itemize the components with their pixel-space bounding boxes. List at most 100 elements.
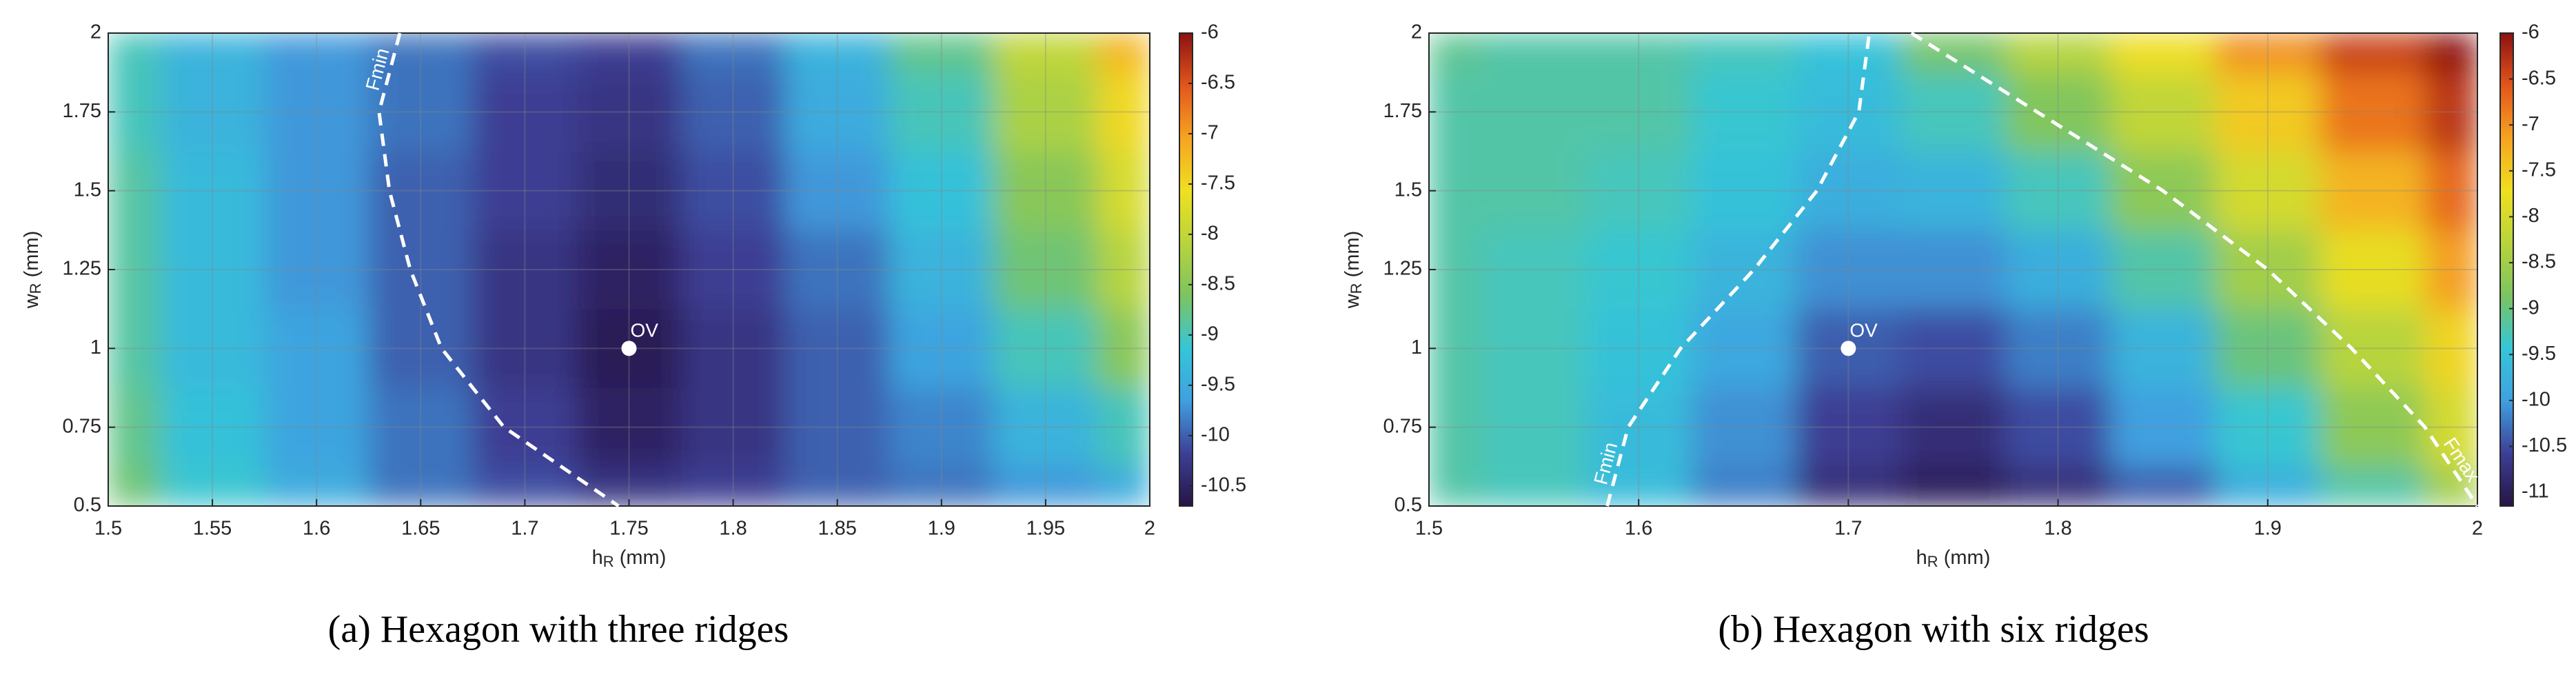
cell — [2320, 387, 2426, 467]
cell — [2005, 33, 2111, 73]
cell — [108, 151, 161, 231]
cell — [576, 33, 682, 73]
cell — [264, 151, 369, 231]
y-tick-label: 0.5 — [74, 494, 101, 516]
colorbar-tick-label: -10.5 — [1201, 474, 1246, 496]
y-tick-label: 1.75 — [1383, 100, 1422, 122]
cell — [108, 309, 161, 388]
cell — [368, 309, 474, 388]
cell — [1097, 230, 1150, 310]
cell — [472, 33, 578, 73]
cell — [1900, 387, 2007, 467]
y-tick-label: 0.5 — [1395, 494, 1422, 516]
point-label: OV — [631, 320, 659, 341]
cell — [1097, 466, 1150, 506]
cell — [1691, 72, 1796, 152]
cell — [472, 72, 578, 152]
cell — [472, 387, 578, 467]
cell — [368, 33, 474, 73]
x-axis-label-part: R — [603, 553, 614, 570]
cell — [1097, 33, 1150, 73]
colorbar-tick-label: -10 — [2522, 388, 2550, 410]
cell — [1691, 466, 1796, 506]
cell — [2424, 466, 2477, 506]
cell — [889, 33, 994, 73]
cell — [1481, 466, 1587, 506]
y-axis-label: wR (mm) — [21, 231, 45, 310]
y-tick-label: 1.75 — [63, 100, 101, 122]
cell — [576, 387, 682, 467]
cell — [2005, 151, 2111, 231]
cell — [1796, 151, 1901, 231]
cell — [1900, 151, 2007, 231]
x-tick-label: 1.65 — [401, 518, 440, 540]
cell — [108, 33, 161, 73]
y-axis-label-part: (mm) — [1341, 231, 1363, 283]
cell — [2110, 230, 2216, 310]
cell — [1900, 72, 2007, 152]
cell — [2110, 387, 2216, 467]
cell — [160, 72, 265, 152]
y-tick-label: 1 — [90, 336, 101, 358]
optimum-point — [1840, 341, 1856, 356]
cell — [2005, 230, 2111, 310]
cell — [264, 387, 369, 467]
cell — [264, 230, 369, 310]
cell — [160, 309, 265, 388]
cell — [2110, 33, 2216, 73]
cell — [1429, 151, 1482, 231]
cell — [2424, 72, 2477, 152]
cell — [472, 151, 578, 231]
cell — [1691, 387, 1796, 467]
cell — [108, 230, 161, 310]
cell — [2320, 466, 2426, 506]
cell — [1481, 72, 1587, 152]
cell — [1796, 387, 1901, 467]
colorbar-tick-label: -8 — [2522, 205, 2539, 227]
optimum-point — [621, 341, 637, 356]
cell — [264, 33, 369, 73]
cell — [2320, 72, 2426, 152]
cell — [889, 309, 994, 388]
cells — [1429, 33, 2477, 506]
y-axis-label-part: (mm) — [21, 231, 43, 283]
cell — [1481, 151, 1587, 231]
cell — [889, 151, 994, 231]
cell — [1691, 230, 1796, 310]
cell — [1691, 33, 1796, 73]
x-tick-label: 1.8 — [719, 518, 747, 540]
y-tick-label: 1.5 — [1395, 179, 1422, 201]
cell — [576, 151, 682, 231]
x-tick-label: 1.85 — [818, 518, 856, 540]
colorbar-tick-label: -8.5 — [1201, 273, 1235, 295]
colorbar-tick-label: -10 — [1201, 423, 1230, 445]
cell — [2215, 72, 2321, 152]
y-axis-label-part: w — [21, 293, 43, 309]
cell — [1429, 309, 1482, 388]
cell — [2424, 151, 2477, 231]
colorbar-tick-label: -7.5 — [1201, 172, 1235, 194]
cell — [889, 387, 994, 467]
cell — [1586, 151, 1692, 231]
x-tick-label: 1.7 — [511, 518, 538, 540]
caption: (a) Hexagon with three ridges — [328, 608, 789, 651]
colorbar — [2499, 32, 2514, 507]
cell — [1481, 387, 1587, 467]
cell — [2320, 151, 2426, 231]
y-axis-label-part: R — [1348, 283, 1365, 294]
y-tick-label: 1 — [1411, 336, 1422, 358]
cell — [2110, 72, 2216, 152]
cell — [1796, 230, 1901, 310]
colorbar-tick-label: -10.5 — [2522, 434, 2567, 456]
cell — [681, 230, 786, 310]
cell — [1097, 72, 1150, 152]
y-tick-label: 2 — [1411, 21, 1422, 43]
cell — [2320, 309, 2426, 388]
cell — [2215, 309, 2321, 388]
point-label: OV — [1849, 320, 1878, 341]
colorbar-tick-label: -7 — [2522, 113, 2539, 135]
cell — [785, 72, 890, 152]
cell — [2320, 33, 2426, 73]
cell — [1900, 33, 2007, 73]
caption: (b) Hexagon with six ridges — [1718, 608, 2149, 651]
